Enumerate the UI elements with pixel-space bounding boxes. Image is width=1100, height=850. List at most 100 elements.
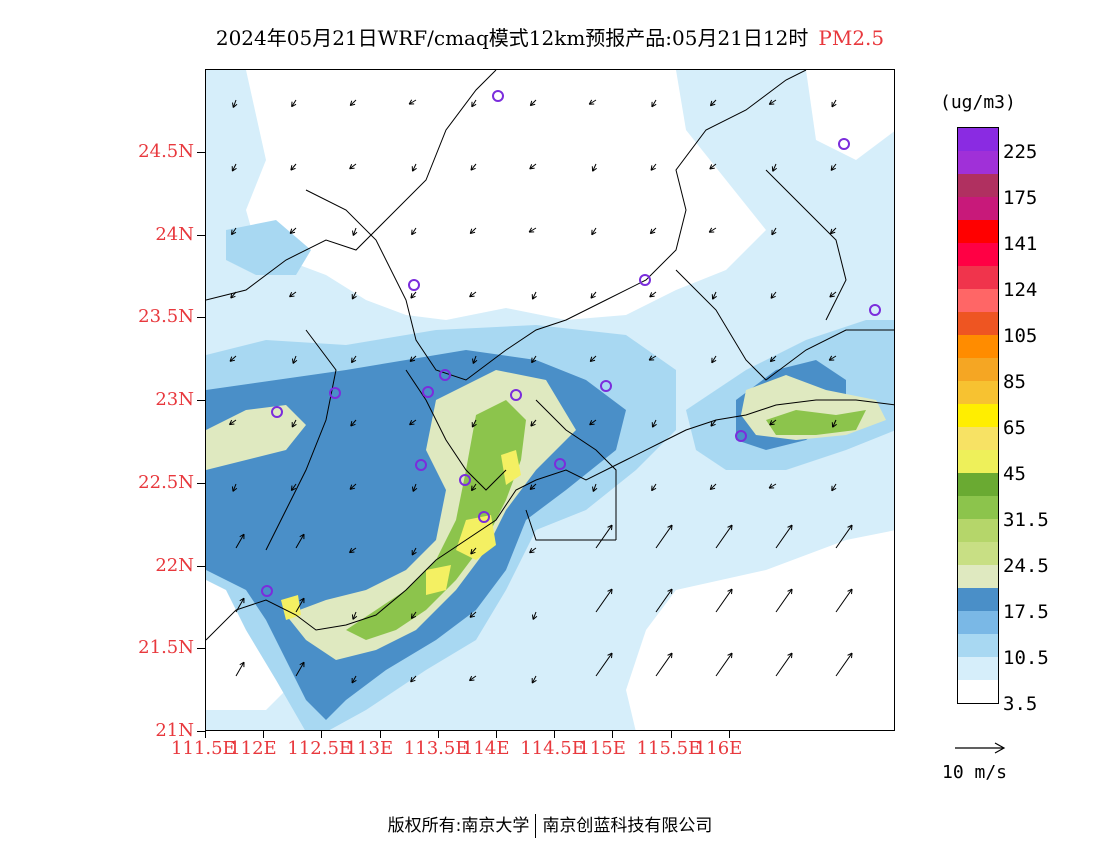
wind-vector-head — [470, 551, 476, 555]
lat-tick — [197, 565, 205, 567]
wind-vector-head — [648, 355, 653, 361]
wind-vector-head — [710, 423, 716, 427]
wind-vector-head — [470, 231, 476, 235]
wind-vector-head — [411, 486, 414, 492]
wind-vector-head — [232, 167, 237, 172]
colorbar-segment — [958, 381, 998, 404]
wind-vector-head — [768, 99, 773, 105]
wind-vector-head — [530, 423, 536, 427]
map-panel[interactable] — [205, 69, 895, 731]
lon-tick-label: 114E — [462, 738, 510, 759]
wind-vector — [589, 355, 597, 362]
station-marker — [329, 387, 341, 399]
lon-tick-label: 115.5E — [636, 738, 702, 759]
colorbar-segment — [958, 542, 998, 565]
lon-tick-label: 112E — [229, 738, 277, 759]
wind-vector-head — [652, 423, 657, 428]
concentration-map[interactable] — [206, 70, 895, 731]
wind-vector-head — [727, 652, 733, 656]
wind-vector — [708, 227, 717, 233]
wind-vector — [235, 533, 245, 549]
wind-vector — [595, 588, 613, 613]
coastline-and-boundaries — [206, 70, 894, 641]
wind-vector — [650, 163, 657, 171]
wind-vector-head — [471, 103, 477, 108]
lon-tick — [321, 731, 323, 738]
colorbar-segment — [958, 289, 998, 312]
wind-vector-head — [727, 588, 733, 592]
wind-vector-head — [530, 103, 536, 107]
wind-vector — [769, 419, 777, 426]
wind-vector-head — [830, 167, 836, 171]
lon-tick — [205, 731, 206, 738]
wind-vector-head — [727, 524, 733, 528]
wind-vector-head — [469, 292, 473, 298]
wind-vector-head — [348, 547, 353, 553]
wind-vector-head — [530, 421, 533, 427]
wind-vector — [349, 99, 357, 106]
station-marker — [869, 304, 881, 316]
wind-vector — [289, 227, 297, 234]
wind-vector-head — [712, 295, 717, 300]
wind-vector — [835, 524, 853, 549]
wind-vector-head — [650, 231, 656, 235]
wind-vector — [648, 355, 657, 361]
lon-tick — [670, 731, 672, 738]
wind-vector — [590, 291, 597, 299]
wind-vector — [472, 355, 477, 364]
wind-vector-head — [289, 295, 295, 298]
wind-vector-head — [529, 100, 533, 106]
wind-vector-head — [649, 228, 653, 234]
lat-tick — [197, 731, 205, 732]
wind-vector-head — [349, 551, 355, 554]
wind-vector — [410, 291, 417, 299]
wind-vector — [295, 597, 305, 613]
wind-vector-head — [411, 551, 417, 556]
wind-vector-head — [291, 487, 297, 492]
wind-vector-head — [528, 227, 533, 233]
wind-vector-head — [791, 653, 793, 659]
wind-vector-head — [231, 486, 234, 492]
wind-vector-head — [239, 597, 245, 602]
wind-vector-head — [592, 167, 597, 172]
wind-vector-head — [229, 359, 236, 362]
wind-vector-head — [531, 359, 537, 364]
wind-vector-head — [590, 295, 596, 299]
lat-tick — [197, 152, 205, 153]
wind-vector-head — [291, 358, 294, 364]
lon-tick — [379, 731, 381, 738]
wind-vector-head — [770, 359, 776, 363]
wind-vector-head — [530, 487, 536, 490]
wind-vector-head — [649, 292, 653, 298]
wind-vector — [352, 611, 357, 620]
wind-vector-head — [768, 483, 773, 489]
lat-tick — [197, 482, 205, 484]
wind-vector — [775, 588, 793, 613]
colorbar-segment — [958, 174, 998, 197]
level-45-hotspot-b — [501, 450, 521, 485]
colorbar-segment — [958, 611, 998, 634]
wind-vector-head — [349, 487, 356, 490]
wind-vector — [655, 652, 673, 677]
lon-tick-label: 112.5E — [287, 738, 353, 759]
wind-vector — [531, 355, 537, 363]
wind-vector-head — [290, 165, 293, 171]
wind-vector-head — [791, 525, 793, 531]
lat-tick-label: 21.5N — [138, 637, 194, 659]
wind-vector — [232, 483, 237, 492]
wind-vector-head — [289, 291, 293, 297]
wind-vector-head — [470, 549, 473, 555]
wind-vector-head — [472, 358, 474, 364]
wind-vector-head — [229, 356, 233, 362]
wind-vector-head — [529, 484, 533, 490]
wind-vector — [411, 227, 417, 235]
wind-vector-head — [299, 661, 305, 666]
wind-vector-head — [290, 231, 296, 234]
wind-vector-head — [469, 679, 475, 682]
station-marker — [838, 138, 850, 150]
wind-vector-head — [231, 231, 237, 236]
wind-vector — [655, 588, 673, 613]
wind-vector-head — [831, 487, 837, 492]
wind-vector-head — [292, 359, 298, 364]
wind-vector-head — [410, 679, 416, 683]
